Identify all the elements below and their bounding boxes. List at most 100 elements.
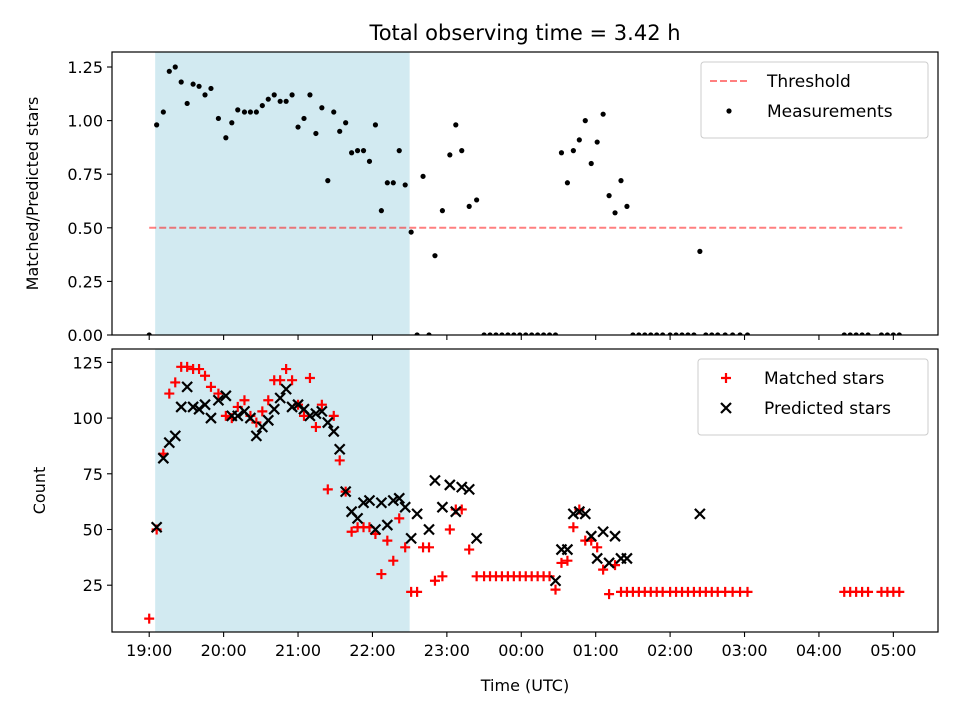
matched-star-point [281, 364, 292, 375]
x-tick-label: 03:00 [721, 641, 767, 660]
matched-star-point [400, 542, 411, 553]
measurement-point [847, 332, 853, 335]
predicted-star-point [231, 410, 244, 422]
measurement-point [283, 98, 289, 104]
measurement-point [878, 332, 885, 335]
predicted-star-point [603, 557, 615, 569]
y-tick-label: 100 [72, 409, 103, 428]
measurement-point [582, 118, 588, 124]
predicted-star-point [205, 412, 217, 424]
series-measurements [146, 64, 902, 335]
matched-star-point [220, 410, 231, 421]
measurement-point [737, 332, 743, 335]
measurement-point [247, 109, 254, 115]
measurement-point [890, 332, 896, 335]
predicted-star-point [393, 492, 406, 505]
matched-star-point [894, 586, 905, 597]
x-tick-label: 23:00 [424, 641, 470, 660]
chart-title: Total observing time = 3.42 h [368, 21, 680, 45]
legend-label: Matched stars [764, 369, 884, 389]
measurement-point [235, 107, 241, 113]
measurement-point [271, 92, 277, 98]
measurement-point [277, 98, 283, 104]
measurement-point [648, 332, 654, 335]
matched-star-point [239, 395, 250, 406]
predicted-star-point [411, 508, 423, 520]
matched-star-point [170, 377, 181, 388]
predicted-star-point [470, 532, 483, 545]
legend-predicted-swatch [720, 402, 732, 414]
predicted-star-point [220, 390, 232, 402]
predicted-star-point [381, 519, 394, 531]
predicted-star-point [363, 494, 376, 507]
measurement-point [535, 332, 541, 335]
measurement-point [160, 109, 166, 115]
measurement-point [618, 178, 624, 184]
predicted-star-point [322, 416, 334, 429]
measurement-point [691, 332, 697, 335]
matched-star-point [444, 524, 455, 535]
predicted-star-point [268, 403, 281, 415]
measurement-point [295, 124, 301, 130]
matched-star-point [556, 557, 567, 568]
x-tick-label: 21:00 [275, 641, 321, 660]
matched-star-point [598, 564, 609, 575]
measurement-point [744, 332, 751, 335]
measurement-point [594, 139, 600, 145]
y-tick-label: 0.50 [67, 219, 103, 238]
measurement-point [896, 332, 902, 335]
measurement-point [505, 332, 511, 335]
matched-star-point [298, 410, 309, 421]
y-tick-label: 0.25 [67, 272, 103, 291]
predicted-star-point [327, 425, 340, 438]
x-tick-label: 19:00 [126, 641, 172, 660]
y-tick-label: 50 [83, 520, 103, 539]
measurement-point [426, 332, 432, 335]
measurement-point [546, 332, 553, 335]
observing-window-shade [155, 52, 410, 335]
predicted-star-point [585, 530, 598, 542]
predicted-star-point [369, 523, 382, 536]
measurement-point [396, 148, 402, 154]
legend-box [700, 61, 929, 139]
measurement-point [241, 109, 248, 115]
matched-star-point [464, 544, 475, 555]
measurement-point [331, 109, 337, 115]
measurement-point [208, 85, 214, 92]
predicted-star-point [579, 508, 592, 520]
measurement-point [715, 332, 721, 335]
predicted-star-point [429, 474, 441, 487]
measurement-point [466, 203, 472, 209]
measurement-point [709, 332, 715, 335]
measurement-point [196, 83, 202, 89]
matched-star-point [429, 575, 440, 586]
matched-star-point [544, 571, 555, 582]
matched-star-point [310, 421, 321, 432]
predicted-star-point [549, 574, 562, 587]
matched-star-point [182, 361, 193, 372]
measurement-point [673, 332, 679, 335]
measurement-point [660, 332, 666, 335]
y-tick-label: 125 [72, 353, 103, 372]
predicted-star-point [597, 525, 609, 538]
measurement-point [447, 152, 453, 158]
measurement-point [697, 248, 703, 254]
measurement-point [184, 100, 190, 107]
x-axis-label: Time (UTC) [480, 676, 569, 695]
measurement-point [289, 92, 295, 98]
measurement-point [178, 79, 184, 85]
measurement-point [600, 111, 606, 117]
matched-star-point [562, 555, 573, 566]
measurement-point [529, 332, 535, 335]
matched-star-point [412, 586, 423, 597]
measurement-point [146, 332, 152, 335]
measurement-point [402, 182, 408, 188]
legend-matched-swatch [721, 373, 731, 383]
matched-star-point [263, 395, 274, 406]
matched-star-point [592, 542, 603, 553]
ratio-panel: 0.00 0.25 0.50 0.75 1.00 1.25 Matched/Predicte… [23, 51, 939, 345]
y-axis-label: Count [30, 467, 49, 515]
matched-star-point [304, 372, 315, 383]
measurement-point [307, 92, 313, 98]
matched-star-point [568, 522, 579, 533]
